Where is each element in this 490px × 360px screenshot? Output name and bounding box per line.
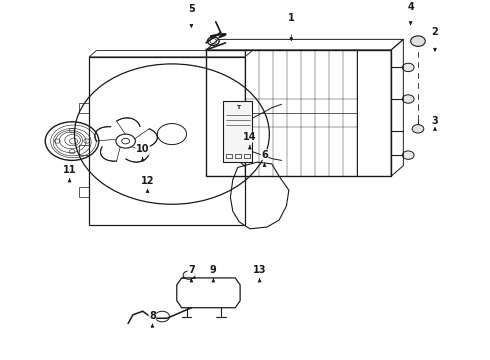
Text: 8: 8 (149, 311, 156, 321)
Text: T: T (236, 105, 240, 110)
Text: 9: 9 (210, 265, 217, 275)
Text: 10: 10 (136, 144, 149, 154)
Text: 6: 6 (261, 150, 268, 160)
Text: 7: 7 (188, 265, 195, 275)
Polygon shape (223, 101, 252, 162)
Circle shape (402, 63, 414, 72)
Circle shape (412, 125, 424, 133)
Text: 2: 2 (432, 27, 439, 37)
Text: 13: 13 (253, 265, 267, 275)
Circle shape (116, 134, 135, 148)
Text: 5: 5 (188, 4, 195, 14)
Text: 11: 11 (63, 166, 76, 175)
Circle shape (402, 151, 414, 159)
Text: 4: 4 (407, 3, 414, 12)
Circle shape (402, 95, 414, 103)
Circle shape (183, 271, 195, 279)
Text: 12: 12 (141, 176, 154, 186)
Text: 3: 3 (432, 116, 439, 126)
Circle shape (411, 36, 425, 46)
Text: 14: 14 (243, 132, 257, 142)
Text: 1: 1 (288, 13, 294, 23)
